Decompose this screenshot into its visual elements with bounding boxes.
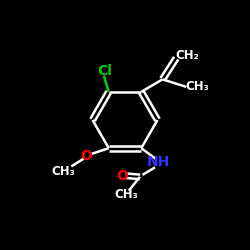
Text: CH₃: CH₃ [186,80,210,93]
Text: O: O [116,169,128,183]
Text: CH₂: CH₂ [176,49,200,62]
Text: CH₃: CH₃ [114,188,138,201]
Text: CH₃: CH₃ [52,165,76,178]
Text: O: O [80,149,92,163]
Text: NH: NH [147,155,171,169]
Text: Cl: Cl [98,64,112,78]
